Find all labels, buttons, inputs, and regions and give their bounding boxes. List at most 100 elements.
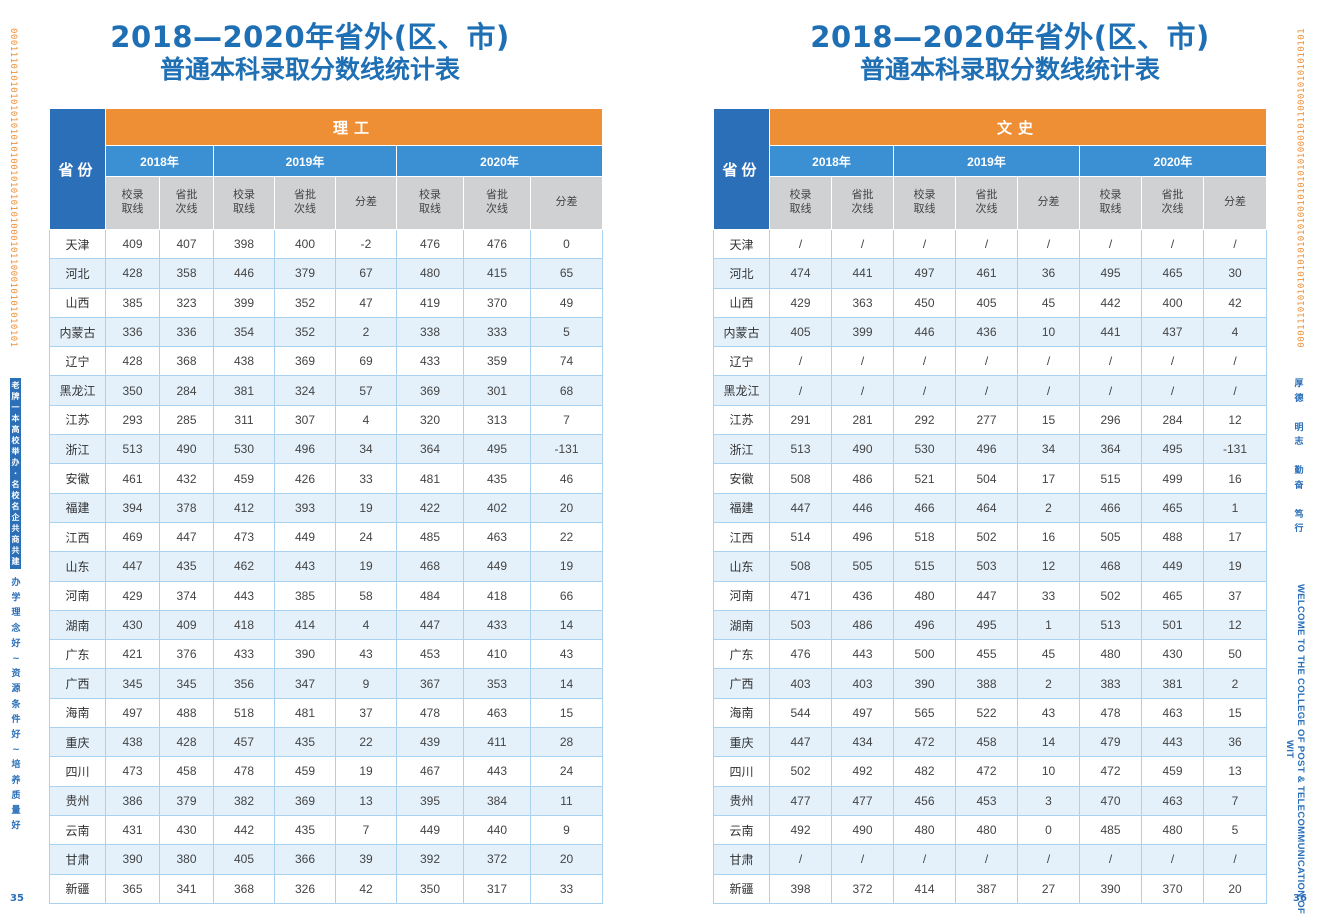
score-cell: 476	[769, 639, 832, 670]
score-cell: 7	[335, 814, 397, 846]
score-cell: 473	[213, 521, 275, 553]
province-header: 省份	[49, 108, 106, 230]
score-cell: 419	[396, 287, 464, 318]
province-cell: 浙江	[49, 434, 106, 465]
sub-header-row: 校录 取线 省批 次线 校录 取线 省批 次线 分差 校录 取线 省批 次线 分差	[50, 176, 604, 230]
score-cell: /	[955, 844, 1018, 875]
score-cell: 20	[529, 844, 604, 875]
binary-decoration-right: 0001110101010101010101001010101010001011…	[1297, 28, 1307, 348]
score-cell: 24	[529, 756, 604, 787]
score-cell: 443	[1141, 727, 1204, 758]
score-cell: 336	[159, 316, 214, 348]
province-cell: 江苏	[49, 404, 106, 436]
score-cell: /	[893, 228, 956, 260]
score-cell: /	[1202, 844, 1268, 875]
sub-header-cell: 省批 次线	[831, 176, 894, 230]
score-cell: 418	[213, 609, 275, 641]
score-cell: 17	[1017, 463, 1080, 494]
motto-char: 明	[1294, 422, 1304, 433]
province-cell: 重庆	[713, 727, 770, 758]
score-cell: /	[831, 844, 894, 875]
table-row: 河南 471 436 480 447 33 502 465 37	[713, 580, 1268, 611]
score-cell: 317	[463, 873, 531, 904]
score-cell: 449	[1141, 551, 1204, 582]
score-cell: 473	[105, 756, 160, 787]
score-cell: 365	[105, 873, 160, 904]
score-cell: 441	[831, 258, 894, 289]
score-cell: 36	[1017, 258, 1080, 289]
score-cell: 428	[105, 346, 160, 377]
score-cell: 11	[529, 785, 604, 816]
score-cell: 480	[1141, 814, 1204, 846]
motto-char: ~	[12, 654, 20, 665]
sub-header-cell: 校录 取线	[893, 176, 956, 230]
score-cell: 467	[396, 756, 464, 787]
score-cell: 447	[396, 609, 464, 641]
score-cell: 435	[463, 463, 531, 494]
score-cell: 57	[335, 375, 397, 406]
welcome-text: WELCOME TO THE COLLEGE OF POST & TELECOM…	[1284, 583, 1306, 915]
title-line-2: 普通本科录取分数线统计表	[859, 54, 1160, 84]
score-cell: 382	[213, 785, 275, 816]
table-row: 内蒙古 405 399 446 436 10 441 437 4	[713, 316, 1268, 348]
score-cell: 9	[529, 814, 604, 846]
score-cell: 372	[831, 873, 894, 904]
sub-header-cell: 分差	[529, 176, 604, 230]
score-cell: 345	[159, 668, 214, 699]
province-cell: 天津	[713, 228, 770, 260]
page-number-right: 36	[1293, 893, 1307, 904]
score-cell: 486	[831, 463, 894, 494]
score-cell: 386	[105, 785, 160, 816]
table-row: 天津 / / / / / / / /	[713, 228, 1268, 260]
score-cell: 471	[769, 580, 832, 611]
score-cell: 486	[831, 609, 894, 641]
score-cell: 374	[159, 580, 214, 611]
score-cell: 20	[1202, 873, 1268, 904]
score-cell: 4	[335, 404, 397, 436]
score-cell: 472	[955, 756, 1018, 787]
sub-header-cell: 省批 次线	[159, 176, 214, 230]
sub-header-cell: 校录 取线	[769, 176, 832, 230]
province-cell: 山西	[49, 287, 106, 318]
score-cell: 434	[831, 727, 894, 758]
score-cell: 492	[831, 756, 894, 787]
score-cell: 368	[159, 346, 214, 377]
score-cell: 472	[893, 727, 956, 758]
score-cell: 383	[1079, 668, 1142, 699]
score-cell: 436	[831, 580, 894, 611]
score-cell: 447	[769, 492, 832, 523]
score-cell: 390	[105, 844, 160, 875]
page-number-left: 35	[10, 893, 24, 904]
score-cell: -2	[335, 228, 397, 260]
score-cell: 428	[159, 727, 214, 758]
score-cell: 387	[955, 873, 1018, 904]
table-row: 广东 476 443 500 455 45 480 430 50	[713, 639, 1268, 670]
score-cell: 16	[1202, 463, 1268, 494]
score-cell: 356	[213, 668, 275, 699]
motto-right: 厚德 明志 勤奋 笃行	[1292, 377, 1306, 537]
table-row: 内蒙古 336 336 354 352 2 338 333 5	[49, 316, 604, 348]
score-cell: 33	[1017, 580, 1080, 611]
score-cell: 403	[831, 668, 894, 699]
score-cell: 439	[396, 727, 464, 758]
score-cell: 446	[213, 258, 275, 289]
score-cell: 478	[213, 756, 275, 787]
score-cell: 45	[1017, 287, 1080, 318]
score-cell: 19	[335, 551, 397, 582]
score-cell: 482	[893, 756, 956, 787]
score-cell: /	[1141, 228, 1204, 260]
score-cell: 477	[769, 785, 832, 816]
score-cell: 443	[463, 756, 531, 787]
motto-char: 笃	[1294, 509, 1304, 520]
score-cell: 459	[1141, 756, 1204, 787]
score-cell: 323	[159, 287, 214, 318]
score-cell: 311	[213, 404, 275, 436]
score-cell: 430	[1141, 639, 1204, 670]
score-cell: 496	[955, 434, 1018, 465]
score-cell: 407	[159, 228, 214, 260]
score-cell: 530	[893, 434, 956, 465]
score-cell: 9	[335, 668, 397, 699]
score-cell: 34	[335, 434, 397, 465]
province-cell: 天津	[49, 228, 106, 260]
sub-header-cell: 校录 取线	[1079, 176, 1142, 230]
